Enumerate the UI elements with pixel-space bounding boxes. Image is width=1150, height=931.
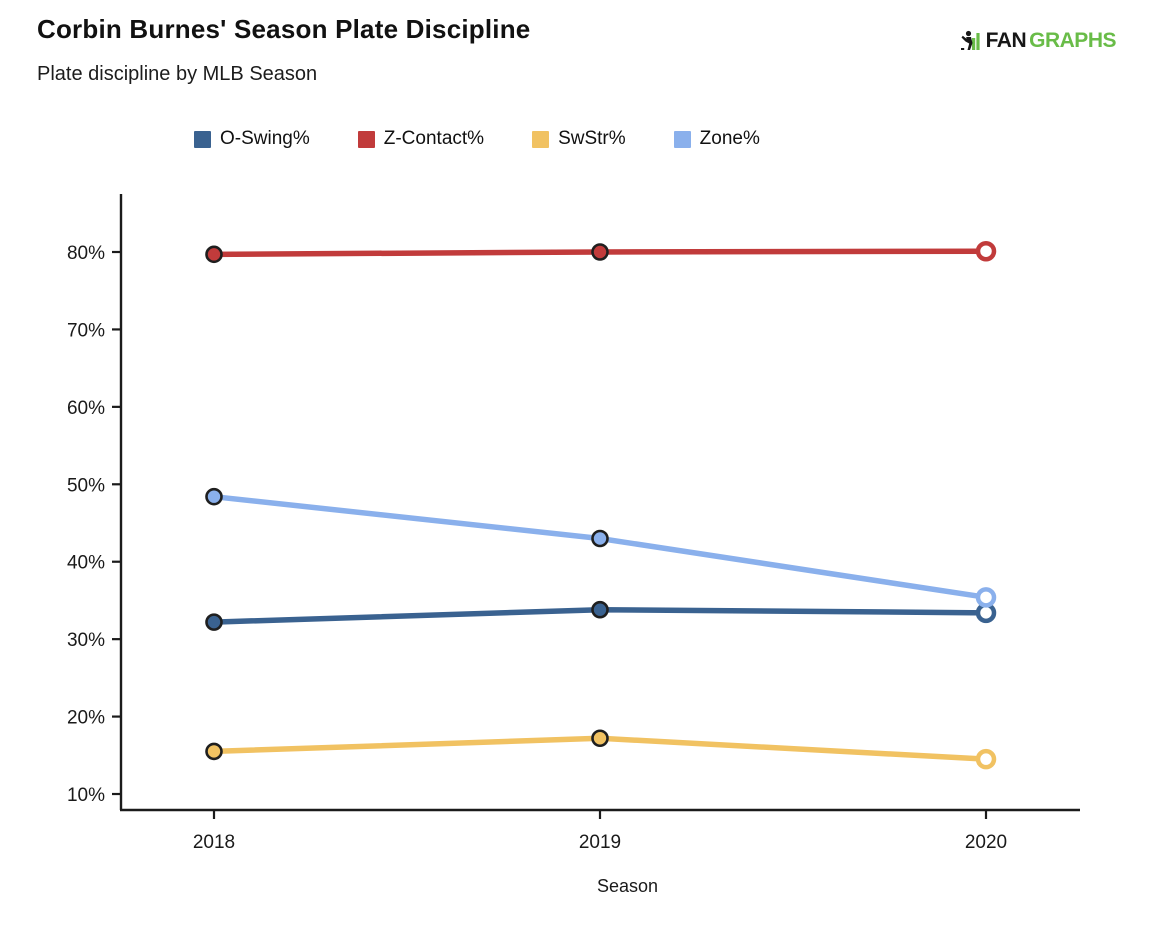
chart-legend: O-Swing% Z-Contact% SwStr% Zone% bbox=[194, 128, 760, 150]
data-point-swstr--2019 bbox=[591, 729, 609, 748]
legend-label: SwStr% bbox=[558, 128, 626, 149]
data-point-zone--2020 bbox=[975, 587, 997, 608]
x-tick-label: 2018 bbox=[193, 832, 235, 853]
legend-swatch-icon bbox=[673, 130, 691, 148]
x-tick-label: 2019 bbox=[579, 832, 621, 853]
legend-label: Zone% bbox=[699, 128, 760, 149]
legend-item-o-swing-: O-Swing% bbox=[194, 128, 310, 150]
x-tick-label: 2020 bbox=[965, 832, 1007, 853]
data-point-z-contact--2019 bbox=[591, 243, 609, 261]
chart-subtitle: Plate discipline by MLB Season bbox=[37, 63, 318, 85]
legend-item-z-contact-: Z-Contact% bbox=[357, 128, 485, 150]
data-point-zone--2018 bbox=[205, 487, 223, 506]
y-tick-label: 20% bbox=[67, 708, 105, 729]
legend-item-zone-: Zone% bbox=[673, 128, 760, 150]
data-point-o-swing--2019 bbox=[591, 600, 609, 619]
data-point-o-swing--2018 bbox=[205, 613, 223, 631]
fangraphs-logo: FAN GRAPHS bbox=[959, 28, 1116, 54]
y-tick-label: 10% bbox=[67, 785, 105, 806]
data-point-zone--2019 bbox=[591, 529, 609, 548]
fangraphs-logo-graphs: GRAPHS bbox=[1029, 29, 1116, 52]
legend-swatch-icon bbox=[532, 130, 550, 148]
legend-item-swstr-: SwStr% bbox=[532, 128, 626, 150]
fangraphs-logo-fan: FAN bbox=[985, 29, 1027, 52]
data-point-swstr--2020 bbox=[975, 748, 997, 770]
legend-label: O-Swing% bbox=[220, 128, 310, 149]
y-tick-label: 80% bbox=[67, 243, 105, 264]
chart-title: Corbin Burnes' Season Plate Discipline bbox=[37, 14, 531, 44]
y-tick-label: 60% bbox=[67, 398, 105, 419]
y-tick-label: 70% bbox=[67, 320, 105, 341]
legend-swatch-icon bbox=[357, 130, 375, 148]
data-point-swstr--2018 bbox=[205, 742, 223, 761]
x-axis-title: Season bbox=[597, 876, 658, 896]
y-tick-label: 50% bbox=[67, 475, 105, 496]
data-point-z-contact--2018 bbox=[205, 245, 223, 264]
legend-swatch-icon bbox=[194, 130, 211, 148]
y-tick-label: 30% bbox=[67, 630, 105, 651]
fangraphs-logo-icon bbox=[960, 30, 980, 50]
y-tick-label: 40% bbox=[67, 553, 105, 574]
data-point-z-contact--2020 bbox=[975, 240, 997, 262]
legend-label: Z-Contact% bbox=[383, 128, 485, 149]
